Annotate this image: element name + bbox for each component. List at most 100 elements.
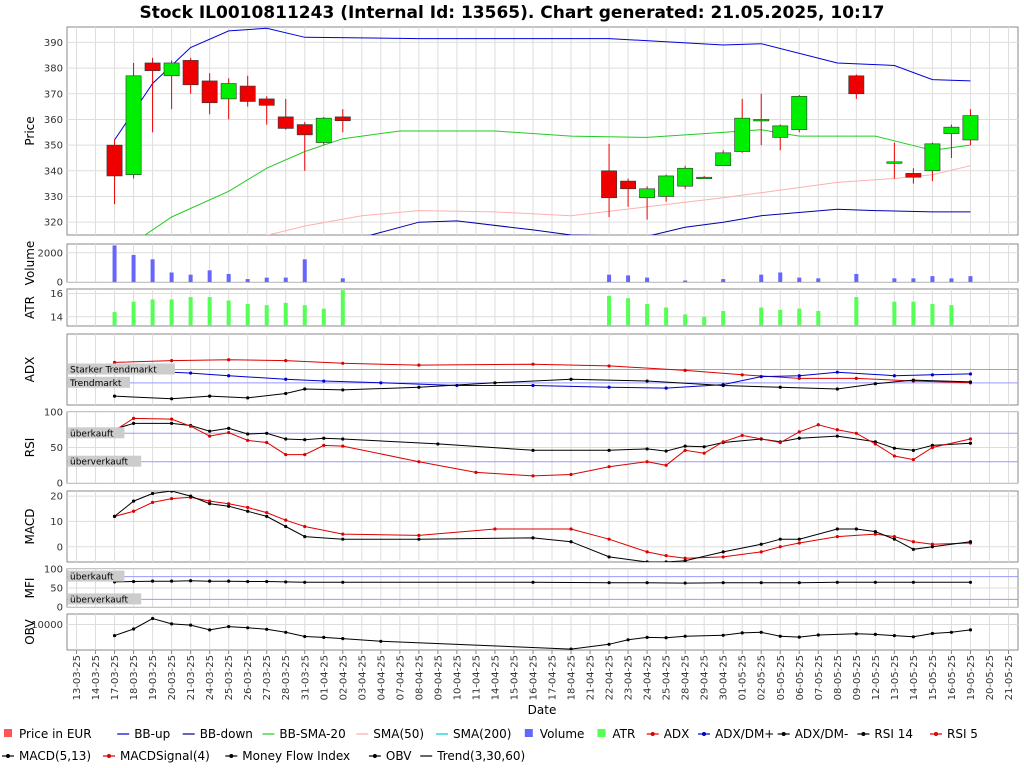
candle-body [791, 96, 808, 131]
dm-plus-line-point [531, 383, 535, 388]
macd-signal-line-point [303, 524, 307, 529]
atr-bar [778, 309, 783, 326]
rsi5-line-point [778, 440, 782, 445]
candle-body [277, 116, 294, 129]
candle-body [239, 85, 256, 102]
macd-signal-line-point [892, 535, 896, 539]
candle-body [334, 116, 351, 122]
volume-bar [683, 280, 688, 282]
volume-bar [759, 274, 764, 282]
macd-line [114, 491, 971, 562]
dm-minus-line-point [968, 380, 973, 384]
rsi5-line-point [873, 442, 877, 446]
price-y-tick: 350 [44, 141, 63, 152]
volume-bar [930, 276, 935, 282]
atr-bar [759, 307, 764, 326]
legend-label: Money Flow Index [242, 749, 350, 763]
legend-swatch [597, 729, 606, 737]
rsi-y-label: RSI [23, 438, 37, 458]
obv-line-point [150, 616, 155, 621]
rsi5-line-point [702, 451, 706, 455]
macd-signal-line-point [284, 518, 288, 522]
obv-line-point [664, 636, 668, 640]
obv-line-point [683, 634, 687, 638]
dm-minus-line-point [170, 397, 174, 401]
x-tick-label: 17-03-25 [110, 655, 121, 700]
candle-body [163, 62, 180, 77]
rsi14-line-point [531, 448, 535, 452]
rsi5-line-point [645, 460, 649, 464]
obv-line-point [341, 637, 345, 641]
macd-line-point [569, 540, 573, 544]
macd-line-point [683, 559, 687, 562]
legend-label: BB-SMA-20 [279, 727, 345, 741]
obv-line-point [911, 635, 915, 639]
x-tick-label: 18-04-25 [567, 655, 578, 700]
volume-bar [131, 254, 136, 282]
volume-bar [188, 274, 193, 282]
x-tick-label: 14-05-25 [909, 655, 920, 700]
obv-line-point [131, 627, 136, 631]
dm-plus-line-point [968, 372, 973, 376]
macd-signal-line-point [265, 510, 269, 515]
mfi-plot-content [67, 569, 1018, 607]
macd-y-label: MACD [23, 509, 37, 545]
obv-line-point [322, 635, 326, 640]
x-tick-label: 12-05-25 [871, 655, 882, 700]
obv-line-point [968, 628, 973, 632]
rsi5-line-point [322, 443, 326, 447]
obv-line-point [265, 627, 269, 631]
obv-line-point [569, 647, 573, 650]
adx-line-point [740, 373, 744, 377]
rsi5-line-point [607, 465, 611, 469]
volume-bar [854, 273, 859, 282]
x-tick-label: 09-04-25 [433, 655, 444, 700]
atr-bar [302, 305, 307, 326]
adx-panel: ADX Starker Trendmarkt Trendmarkt [23, 333, 1019, 406]
dm-minus-line-point [284, 391, 288, 396]
rsi5-line-point [892, 454, 896, 458]
volume-y-tick: 0 [57, 278, 63, 289]
volume-y-label: Volume [23, 241, 37, 286]
macd-line-point [284, 524, 288, 529]
x-tick-label: 19-05-25 [966, 655, 977, 700]
candle-body [905, 173, 922, 178]
obv-line-point [626, 638, 630, 642]
x-tick-label: 19-03-25 [148, 655, 159, 700]
adx-line-point [854, 376, 858, 380]
atr-plot-area [66, 288, 1019, 327]
dm-minus-line-point [208, 394, 212, 398]
mfi-line-point [911, 580, 915, 584]
legend-swatch-marker [229, 754, 234, 758]
x-tick-label: 26-03-25 [243, 655, 254, 700]
macd-line-point [170, 491, 174, 493]
atr-bar [683, 314, 688, 326]
legend-label: BB-down [200, 727, 253, 741]
mfi-line-point [968, 580, 973, 584]
obv-line-point [112, 634, 117, 638]
rsi14-line-point [607, 448, 611, 452]
atr-bar [264, 305, 269, 326]
macd-signal-line-point [131, 509, 136, 513]
mfi-line-point [150, 579, 155, 583]
annotation-box [68, 376, 130, 388]
macd-line-point [417, 537, 421, 541]
bb-down-line [369, 208, 971, 235]
candle-body [639, 188, 656, 199]
candle-body [696, 176, 713, 180]
volume-bar [778, 272, 783, 282]
adx-line-point [797, 376, 801, 380]
x-tick-label: 08-04-25 [414, 655, 425, 700]
legend-swatch-marker [6, 754, 10, 758]
x-tick-label: 17-04-25 [548, 655, 559, 700]
atr-bar [131, 301, 136, 326]
atr-bar [930, 304, 935, 326]
rsi5-line-point [664, 463, 668, 467]
x-tick-label: 09-05-25 [852, 655, 863, 700]
macd-line-point [721, 550, 725, 554]
rsi14-line-point [664, 449, 668, 453]
x-tick-label: 06-05-25 [795, 655, 806, 700]
x-tick-label: 31-03-25 [300, 655, 311, 700]
dm-plus-line-point [284, 377, 288, 381]
